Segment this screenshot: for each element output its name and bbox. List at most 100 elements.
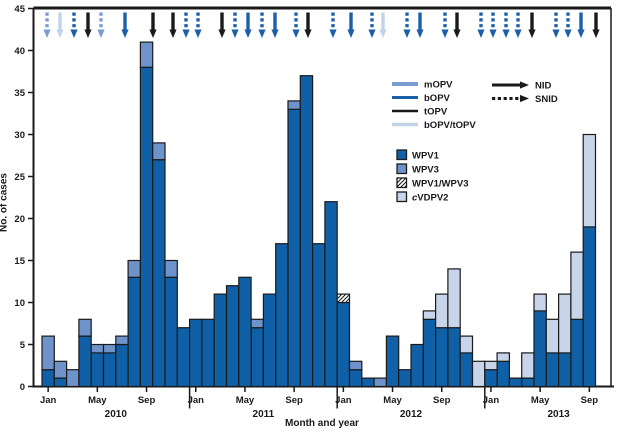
bar-segment-wpv1: [545, 352, 560, 388]
bar-segment-wpv1: [238, 276, 252, 388]
campaign-arrow-head: [149, 29, 157, 38]
bar-segment-wpv1: [78, 335, 92, 388]
campaign-arrow-head: [329, 29, 337, 38]
bar-segment-wpv1: [262, 293, 277, 388]
bar-segment-wpv1: [41, 369, 55, 388]
campaign-arrow-head: [70, 29, 78, 38]
y-tick-label: 20: [14, 214, 25, 225]
bar-segment-cvdpv2: [557, 293, 572, 354]
bar-segment-wpv1: [152, 159, 166, 388]
bar-segment-wpv1: [435, 327, 449, 388]
bar-segment-wpv1: [336, 301, 351, 388]
y-tick-label: 40: [14, 46, 25, 57]
bar-segment-wpv1: [299, 75, 314, 388]
bar-segment-cvdpv2: [533, 293, 547, 312]
campaign-arrow-head: [416, 29, 424, 38]
campaign-arrow-head: [56, 29, 64, 38]
x-month-label: Sep: [433, 395, 451, 406]
campaign-arrow-head: [182, 29, 190, 38]
bar-segment-wpv3: [90, 343, 105, 354]
bar-segment-wpv1: [139, 66, 154, 388]
campaign-arrow-head: [244, 29, 252, 38]
legend-label-virus: WPV1/WPV3: [412, 179, 469, 190]
campaign-arrow-head: [231, 29, 239, 38]
bar-segment-wpv1: [348, 369, 363, 388]
bar-segment-mixed: [336, 293, 351, 304]
campaign-arrow-head: [304, 29, 312, 38]
campaign-arrow-head: [592, 29, 600, 38]
y-tick-label: 5: [20, 340, 26, 351]
bar-segment-wpv1: [508, 377, 523, 388]
campaign-arrow-head: [453, 29, 461, 38]
bar-segment-wpv1: [312, 243, 326, 388]
bar-segment-wpv1: [102, 352, 117, 388]
campaign-arrow-head: [441, 29, 449, 38]
bar-segment-wpv1: [164, 276, 178, 388]
bar-segment-wpv1: [385, 335, 400, 388]
bar-segment-wpv3: [53, 360, 68, 379]
campaign-arrow-head: [292, 29, 300, 38]
legend-label-virus: cVDPV2: [412, 193, 448, 204]
campaign-arrow-head: [84, 29, 92, 38]
x-axis-title: Month and year: [285, 418, 359, 429]
x-year-label: 2013: [547, 409, 570, 420]
bar-segment-wpv1: [225, 285, 240, 388]
bar-segment-cvdpv2: [521, 352, 535, 379]
bar-segment-wpv3: [250, 318, 265, 329]
y-tick-label: 10: [14, 298, 25, 309]
bar-segment-cvdpv2: [484, 360, 498, 371]
campaign-arrow-head: [271, 29, 279, 38]
bar-segment-wpv3: [127, 259, 142, 278]
bar-segment-wpv3: [164, 259, 178, 278]
bar-segment-wpv1: [521, 377, 535, 388]
bar-segment-cvdpv2: [545, 318, 560, 354]
bar-segment-wpv1: [115, 343, 129, 388]
bar-segment-wpv1: [213, 293, 228, 388]
x-year-label: 2011: [253, 409, 275, 420]
bar-segment-wpv3: [287, 100, 301, 110]
legend-label-campaign: NID: [535, 81, 552, 92]
bar-segment-wpv1: [275, 243, 289, 388]
x-month-label: Jan: [335, 395, 352, 406]
campaign-arrow-head: [552, 29, 560, 38]
bar-segment-cvdpv2: [459, 335, 474, 354]
x-month-label: May: [88, 395, 107, 406]
bar-segment-wpv3: [78, 318, 92, 337]
campaign-arrow-head: [564, 29, 572, 38]
bar-segment-wpv1: [127, 276, 142, 388]
legend-label-vaccine: tOPV: [424, 107, 448, 118]
campaign-arrow-head: [489, 29, 497, 38]
bar-segment-wpv1: [90, 352, 105, 388]
y-tick-label: 30: [14, 130, 25, 141]
bar-segment-wpv1: [496, 360, 511, 388]
campaign-arrow-head: [258, 29, 266, 38]
campaign-arrow-head: [368, 29, 376, 38]
bar-segment-wpv3: [139, 41, 154, 68]
x-year-label: 2010: [105, 409, 128, 420]
bar-segment-wpv1: [557, 352, 572, 388]
campaign-arrow-head: [121, 29, 129, 38]
x-month-label: Sep: [285, 395, 303, 406]
campaign-arrow-head: [194, 29, 202, 38]
legend-line-bOPV: [392, 96, 418, 99]
legend-label-virus: WPV3: [412, 165, 439, 176]
legend-arrow-head: [520, 94, 529, 103]
bar-segment-wpv3: [102, 343, 117, 354]
x-year-label: 2012: [400, 409, 423, 420]
bar-segment-wpv1: [250, 327, 265, 388]
legend-label-vaccine: bOPV: [424, 93, 451, 104]
campaign-arrow-head: [347, 29, 355, 38]
legend-swatch-WPV3: [396, 163, 408, 175]
bar-segment-wpv3: [348, 360, 363, 371]
bar-segment-wpv3: [65, 369, 80, 388]
bar-segment-wpv1: [484, 369, 498, 388]
bar-segment-wpv1: [533, 310, 547, 388]
bar-segment-wpv1: [582, 226, 597, 388]
campaign-arrow-head: [403, 29, 411, 38]
bar-segment-wpv3: [41, 335, 55, 371]
bar-segment-cvdpv2: [496, 352, 511, 362]
bar-segment-wpv1: [459, 352, 474, 388]
legend-line-bOPV/tOPV: [392, 122, 418, 127]
x-month-label: Jan: [188, 395, 205, 406]
y-axis-title: No. of cases: [0, 173, 10, 232]
